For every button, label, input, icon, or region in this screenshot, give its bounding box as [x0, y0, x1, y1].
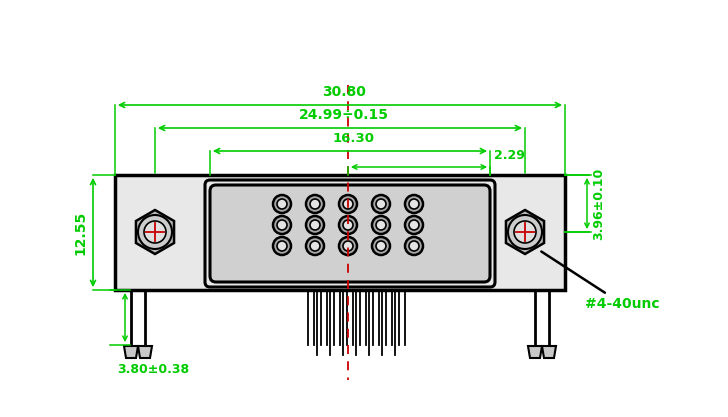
Circle shape: [144, 221, 166, 243]
Circle shape: [339, 195, 357, 213]
Circle shape: [405, 237, 423, 255]
Circle shape: [310, 199, 320, 209]
Text: 3.96±0.10: 3.96±0.10: [592, 167, 605, 240]
Circle shape: [339, 237, 357, 255]
Text: 2.29: 2.29: [494, 149, 525, 162]
Circle shape: [273, 216, 291, 234]
Circle shape: [376, 241, 386, 251]
Circle shape: [273, 195, 291, 213]
Polygon shape: [138, 346, 152, 358]
Circle shape: [306, 216, 324, 234]
Circle shape: [310, 241, 320, 251]
Circle shape: [138, 215, 172, 249]
Circle shape: [343, 241, 353, 251]
Circle shape: [306, 195, 324, 213]
Polygon shape: [136, 210, 174, 254]
Circle shape: [277, 220, 287, 230]
Circle shape: [508, 215, 542, 249]
Circle shape: [405, 216, 423, 234]
Circle shape: [277, 241, 287, 251]
Circle shape: [409, 220, 419, 230]
Text: 12.55: 12.55: [73, 210, 87, 255]
Circle shape: [372, 237, 390, 255]
Circle shape: [372, 216, 390, 234]
Polygon shape: [124, 346, 138, 358]
Polygon shape: [542, 346, 556, 358]
Circle shape: [409, 199, 419, 209]
Circle shape: [376, 220, 386, 230]
Circle shape: [343, 220, 353, 230]
Text: 24.99÷0.15: 24.99÷0.15: [299, 108, 389, 122]
Circle shape: [277, 199, 287, 209]
Text: 30.80: 30.80: [322, 85, 366, 99]
Bar: [115, 175, 565, 290]
Circle shape: [310, 220, 320, 230]
Circle shape: [306, 237, 324, 255]
Circle shape: [405, 195, 423, 213]
Circle shape: [372, 195, 390, 213]
Circle shape: [376, 199, 386, 209]
Circle shape: [339, 216, 357, 234]
Circle shape: [409, 241, 419, 251]
Circle shape: [343, 199, 353, 209]
Polygon shape: [528, 346, 542, 358]
Text: #4-40unc: #4-40unc: [542, 251, 660, 311]
Polygon shape: [506, 210, 544, 254]
FancyBboxPatch shape: [210, 185, 490, 282]
Circle shape: [273, 237, 291, 255]
Text: 16.30: 16.30: [333, 132, 375, 145]
Text: 3.80±0.38: 3.80±0.38: [117, 363, 189, 376]
Circle shape: [514, 221, 536, 243]
